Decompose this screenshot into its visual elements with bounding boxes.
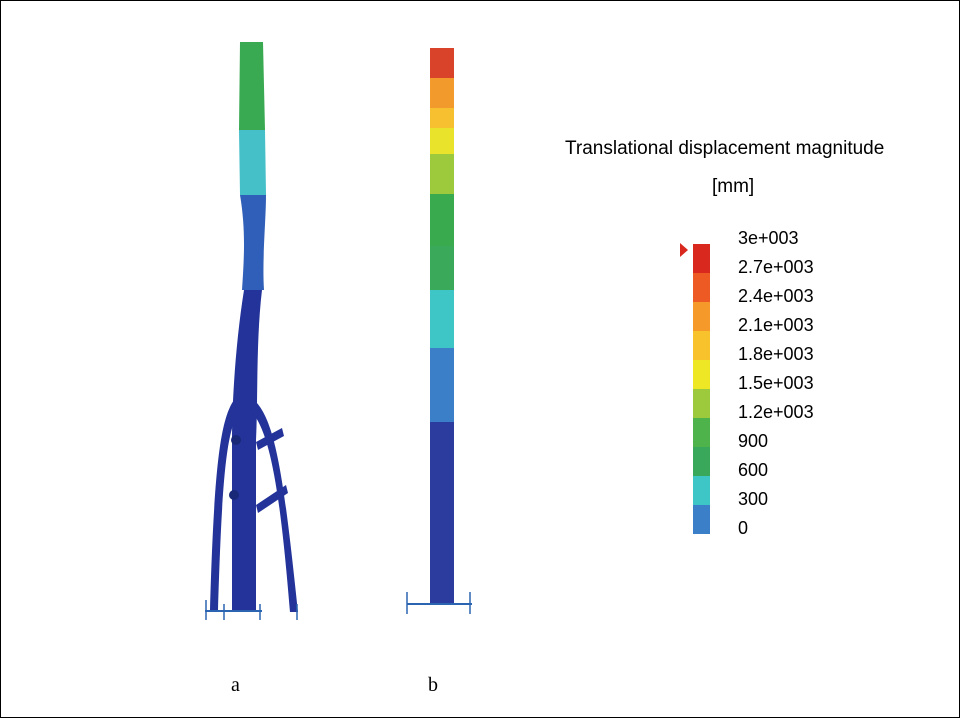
legend-swatch <box>693 244 710 273</box>
legend-tick-label: 600 <box>738 460 769 480</box>
column-b-band-orange <box>430 78 454 108</box>
column-b-band-red <box>430 48 454 78</box>
column-a <box>205 42 298 620</box>
column-a-node-1 <box>231 435 241 445</box>
legend-tick-label: 1.5e+003 <box>738 373 814 393</box>
legend-marker-icon <box>680 243 688 257</box>
column-b <box>406 48 472 614</box>
column-b-band-yellowgreen <box>430 154 454 194</box>
legend-tick-label: 2.1e+003 <box>738 315 814 335</box>
column-a-band-green <box>239 42 265 130</box>
legend-tick-label: 2.7e+003 <box>738 257 814 277</box>
legend-tick-label: 300 <box>738 489 769 509</box>
legend-swatch <box>693 476 710 505</box>
legend-swatch <box>693 389 710 418</box>
legend-swatch <box>693 302 710 331</box>
legend-tick-label: 3e+003 <box>738 228 799 248</box>
legend-color-bar <box>693 244 710 534</box>
legend-swatch <box>693 273 710 302</box>
legend-swatch <box>693 331 710 360</box>
column-b-band-cyan <box>430 290 454 348</box>
legend-swatch <box>693 447 710 476</box>
legend-tick-label: 900 <box>738 431 769 451</box>
column-a-band-cyan <box>239 130 266 195</box>
column-a-brace-1 <box>256 428 284 450</box>
column-b-band-blue <box>430 348 454 422</box>
legend-tick-label: 1.2e+003 <box>738 402 814 422</box>
column-b-band-green <box>430 194 454 246</box>
legend-tick-label: 0 <box>738 518 749 538</box>
panel-label-b: b <box>428 674 438 696</box>
column-b-band-deepblue <box>430 422 454 604</box>
column-a-brace-2 <box>256 485 288 513</box>
column-b-band-lightorange <box>430 108 454 128</box>
legend-swatch <box>693 505 710 534</box>
column-a-node-2 <box>229 490 239 500</box>
legend-swatch <box>693 418 710 447</box>
column-b-band-yellow <box>430 128 454 154</box>
column-a-trunk <box>232 290 262 610</box>
column-a-band-blue <box>240 195 266 290</box>
legend-unit: [mm] <box>712 176 755 197</box>
panel-label-a: a <box>231 674 240 696</box>
legend-tick-label: 1.8e+003 <box>738 344 814 364</box>
column-b-band-green2 <box>430 246 454 290</box>
legend-swatch <box>693 360 710 389</box>
column-a-branch-left <box>210 400 240 610</box>
legend-title: Translational displacement magnitude <box>565 138 885 159</box>
column-a-branch-right <box>250 400 298 612</box>
legend-tick-label: 2.4e+003 <box>738 286 814 306</box>
